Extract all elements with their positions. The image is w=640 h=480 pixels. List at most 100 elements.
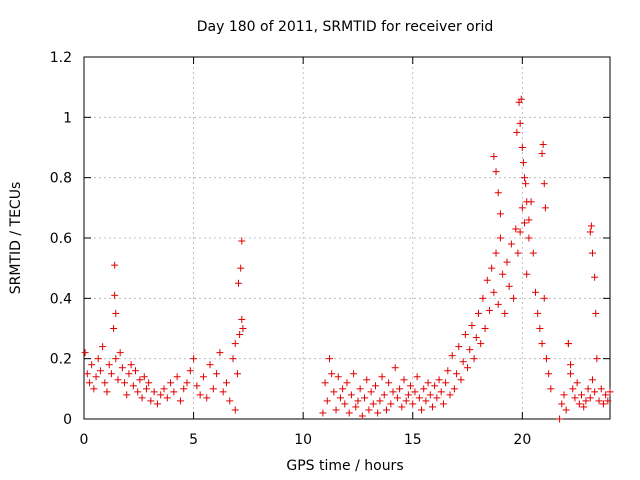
data-point <box>483 276 491 284</box>
data-point <box>606 388 614 396</box>
data-point <box>402 397 410 405</box>
data-point <box>134 388 142 396</box>
data-point <box>378 373 386 381</box>
data-point <box>356 385 364 393</box>
data-point <box>116 349 124 357</box>
data-point <box>235 279 243 287</box>
data-point <box>540 294 548 302</box>
data-point <box>470 355 478 363</box>
data-point <box>496 210 504 218</box>
data-point <box>510 294 518 302</box>
data-point <box>99 343 107 351</box>
data-point <box>518 204 526 212</box>
data-point <box>105 361 113 369</box>
data-points <box>81 95 614 423</box>
data-point <box>238 237 246 245</box>
data-point <box>475 309 482 317</box>
data-point <box>114 376 122 384</box>
x-tick-label: 20 <box>513 432 531 448</box>
data-point <box>582 397 590 405</box>
chart-title: Day 180 of 2011, SRMTID for receiver ori… <box>197 19 494 35</box>
data-point <box>604 397 612 405</box>
data-point <box>153 400 161 408</box>
data-point <box>350 370 358 378</box>
data-point <box>173 373 181 381</box>
data-point <box>145 379 153 387</box>
data-point <box>411 388 419 396</box>
data-point <box>424 379 432 387</box>
data-point <box>147 397 155 405</box>
data-point <box>588 249 596 257</box>
data-point <box>560 391 568 399</box>
y-tick-label: 1 <box>63 110 72 126</box>
data-point <box>376 397 384 405</box>
data-point <box>492 249 500 257</box>
data-point <box>518 144 526 151</box>
data-point <box>319 409 327 417</box>
data-point <box>374 409 382 417</box>
data-point <box>371 382 379 390</box>
data-point <box>94 355 102 363</box>
data-point <box>325 355 333 363</box>
data-point <box>170 388 178 396</box>
data-point <box>347 391 355 399</box>
data-point <box>512 225 520 233</box>
data-point <box>437 388 445 396</box>
data-point <box>490 153 498 161</box>
data-point <box>540 180 548 188</box>
data-point <box>501 309 509 317</box>
data-point <box>602 391 610 399</box>
y-tick-label: 0.8 <box>50 171 72 187</box>
data-point <box>236 331 244 339</box>
data-point <box>330 388 338 396</box>
data-point <box>536 325 544 332</box>
data-point <box>562 406 570 414</box>
data-point <box>398 403 406 411</box>
data-point <box>387 400 395 408</box>
data-point <box>132 367 140 375</box>
data-point <box>519 159 527 167</box>
data-point <box>503 258 511 266</box>
data-point <box>448 352 456 360</box>
data-point <box>81 349 89 357</box>
data-point <box>396 385 404 393</box>
data-point <box>111 291 119 299</box>
data-point <box>523 270 531 278</box>
data-point <box>468 321 476 329</box>
data-point <box>431 382 439 390</box>
data-point <box>361 394 369 402</box>
data-point <box>339 385 347 393</box>
data-point <box>239 325 247 332</box>
data-point <box>167 379 175 387</box>
data-point <box>545 370 553 378</box>
data-point <box>538 150 546 158</box>
data-point <box>513 128 521 136</box>
data-point <box>522 180 530 188</box>
data-point <box>439 400 447 408</box>
y-tick-label: 1.2 <box>50 50 72 66</box>
data-point <box>457 376 465 384</box>
data-point <box>341 400 349 408</box>
data-point <box>567 370 575 378</box>
data-point <box>556 415 564 423</box>
data-point <box>464 364 472 372</box>
data-point <box>233 370 241 378</box>
data-point <box>523 198 531 206</box>
y-axis-label: SRMTID / TECUs <box>8 182 24 295</box>
data-point <box>193 382 201 390</box>
data-point <box>422 397 430 405</box>
data-point <box>542 355 550 363</box>
data-point <box>180 385 188 393</box>
y-tick-label: 0.2 <box>50 352 72 368</box>
data-point <box>420 385 428 393</box>
data-point <box>136 376 144 384</box>
data-point <box>231 340 239 348</box>
data-point <box>369 400 377 408</box>
data-point <box>586 228 594 236</box>
data-point <box>415 394 423 402</box>
data-point <box>118 364 126 372</box>
data-point <box>433 394 441 402</box>
data-point <box>176 397 184 405</box>
data-point <box>485 306 493 314</box>
